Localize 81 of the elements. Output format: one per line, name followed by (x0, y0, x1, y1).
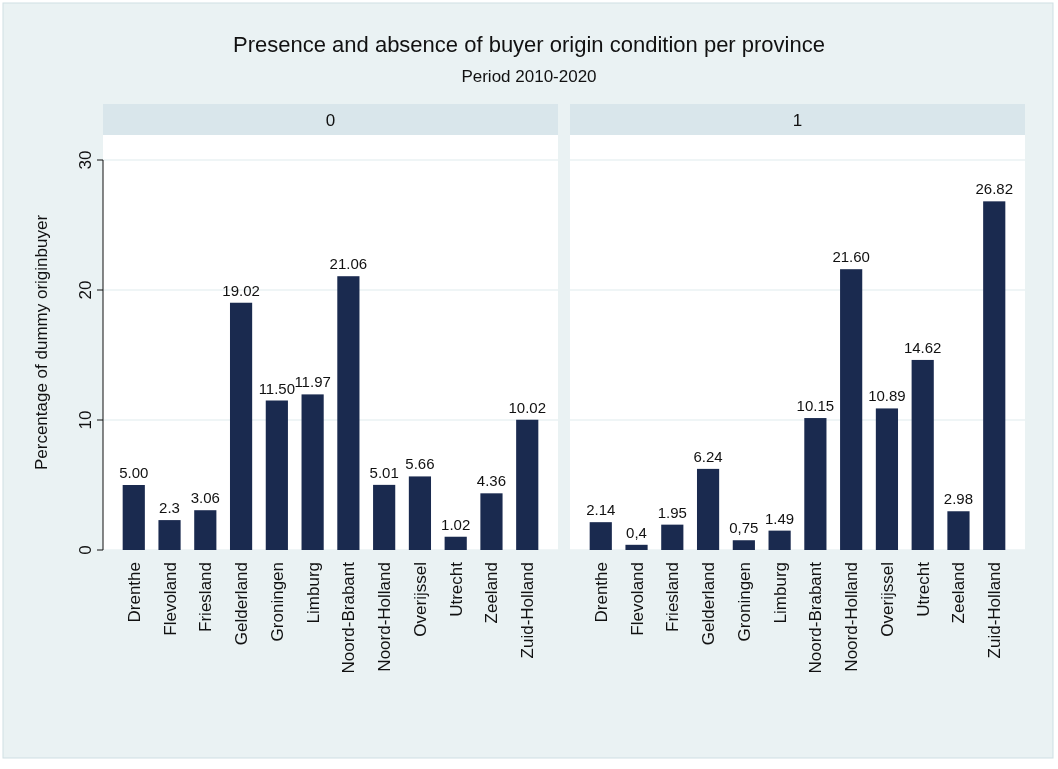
data-label: 10.15 (796, 397, 835, 415)
chart-title: 1 (792, 110, 803, 130)
data-label: 0,4 (626, 523, 647, 541)
bar (911, 359, 934, 550)
x-tick-label: Flevoland (627, 562, 647, 636)
bar (229, 302, 253, 550)
data-label: 21.60 (832, 248, 870, 266)
x-tick-label: Groningen (267, 562, 287, 642)
x-tick-label: Noord-Holland (375, 562, 395, 672)
bar (625, 544, 648, 550)
text: Presence and absence of buyer origin condition per province (233, 32, 825, 57)
bar (661, 524, 684, 550)
x-tick-label: Drenthe (124, 562, 144, 623)
x-tick-label: Utrecht (446, 561, 466, 617)
y-tick-label: 10 (76, 410, 95, 430)
chart-title: 0 (325, 110, 336, 130)
bar (840, 269, 863, 550)
x-tick-label: Overijssel (410, 562, 430, 637)
x-tick-label: Limburg (303, 562, 323, 624)
bar (983, 201, 1006, 550)
data-label: 11.97 (294, 373, 331, 391)
bar (804, 418, 827, 550)
x-tick-label: Limburg (770, 562, 790, 624)
data-label: 11.50 (258, 379, 296, 397)
bar (768, 530, 791, 550)
bar (408, 476, 432, 550)
x-tick-label: Friesland (663, 562, 683, 632)
data-label: 5.66 (405, 455, 435, 473)
data-label: 19.02 (222, 281, 260, 299)
data-label: 1.02 (441, 515, 471, 533)
x-tick-label: Groningen (734, 562, 754, 642)
x-tick-label: Friesland (196, 562, 216, 632)
bar (480, 493, 503, 550)
data-label: 21.06 (329, 255, 368, 273)
data-label: 2.98 (943, 490, 974, 508)
bar (194, 510, 217, 550)
bar (373, 484, 396, 550)
data-label: 10.02 (508, 398, 547, 416)
x-tick-label: Noord-Brabant (339, 561, 359, 674)
data-label: 6.24 (693, 447, 723, 465)
y-tick-label: 30 (76, 150, 95, 170)
x-tick-label: Utrecht (913, 561, 933, 617)
data-label: 14.62 (903, 338, 942, 356)
bar (732, 540, 755, 550)
y-tick-label: 0 (76, 545, 95, 555)
data-label: 1.95 (657, 503, 687, 521)
data-label: 4.36 (476, 472, 507, 490)
bar (875, 408, 899, 550)
bar (122, 485, 145, 550)
data-label: 10.89 (868, 387, 906, 405)
x-tick-label: Gelderland (232, 562, 252, 646)
x-tick-label: Overijssel (877, 562, 897, 637)
bar (696, 468, 720, 550)
x-tick-label: Noord-Brabant (806, 561, 826, 674)
x-tick-label: Zuid-Holland (985, 562, 1005, 659)
data-label: 5.00 (119, 464, 149, 481)
bar (265, 400, 288, 550)
data-label: 3.06 (190, 489, 220, 507)
y-tick-label: 20 (76, 280, 95, 300)
data-label: 2.3 (159, 499, 180, 517)
x-tick-label: Noord-Holland (842, 562, 862, 672)
text: Period 2010-2020 (461, 67, 597, 86)
bar (158, 520, 181, 550)
bar (589, 522, 612, 550)
x-tick-label: Flevoland (160, 562, 180, 636)
data-label: 5.01 (369, 463, 399, 481)
data-label: 26.82 (975, 180, 1014, 198)
x-tick-label: Zeeland (949, 562, 969, 624)
data-label: 1.49 (765, 509, 795, 527)
bar (516, 419, 539, 550)
y-axis-title: Percentage of dummy originbuyer (32, 214, 51, 471)
x-tick-label: Zuid-Holland (518, 562, 538, 659)
x-tick-label: Drenthe (591, 562, 611, 623)
bar (444, 536, 467, 550)
x-tick-label: Gelderland (699, 562, 719, 646)
x-tick-label: Zeeland (482, 562, 502, 624)
bar (337, 276, 360, 550)
bar (301, 394, 324, 550)
bar (947, 511, 970, 550)
data-label: 2.14 (586, 501, 616, 519)
data-label: 0,75 (729, 519, 759, 537)
